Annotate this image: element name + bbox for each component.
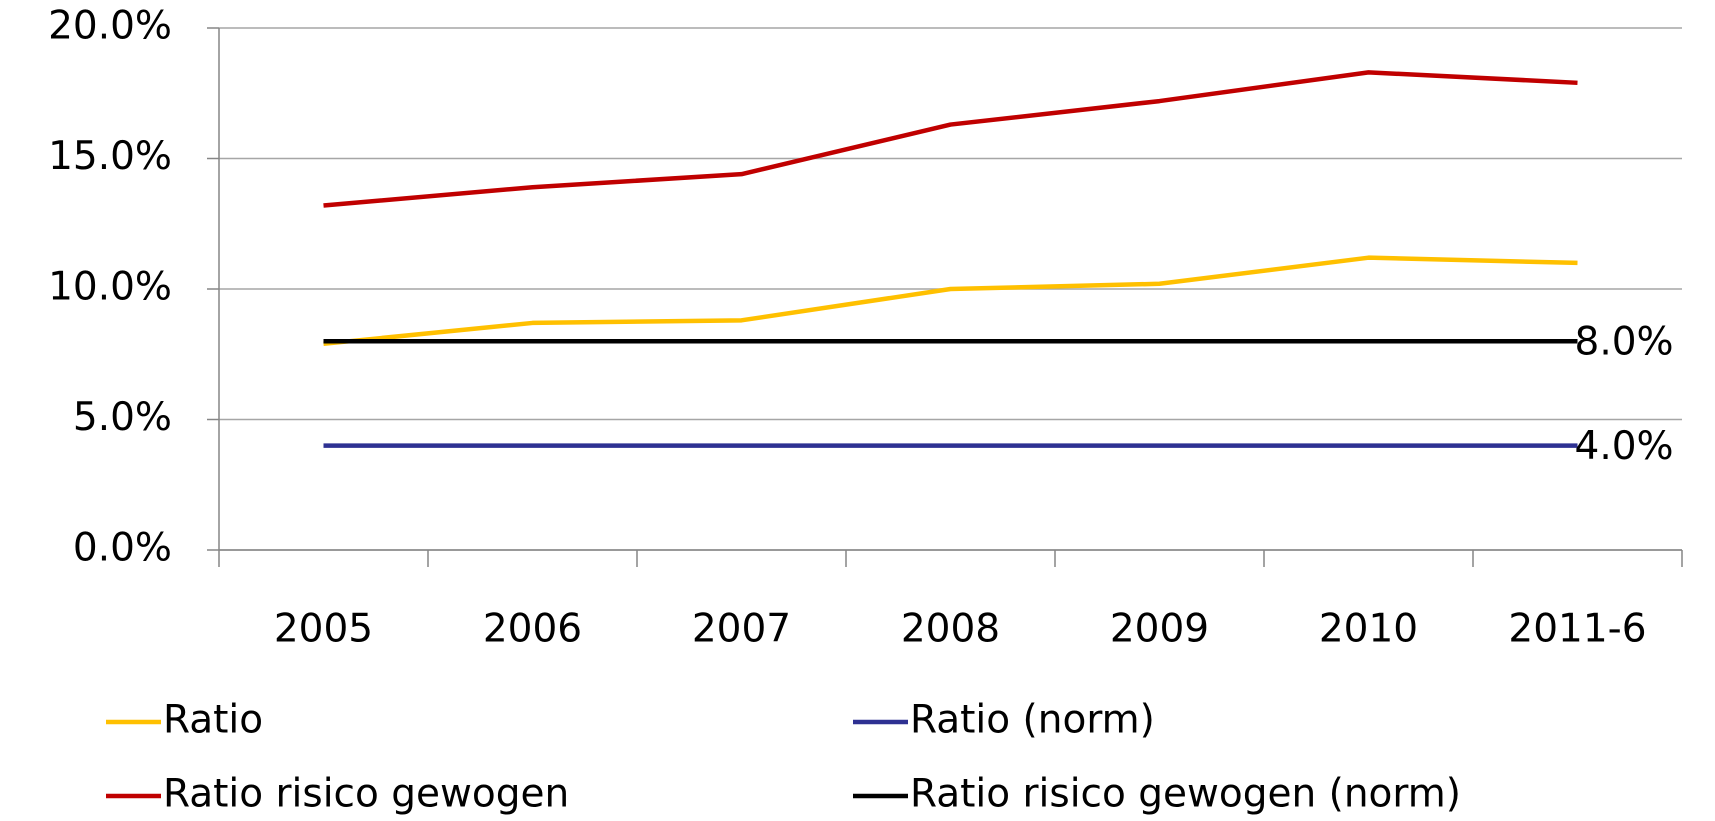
x-tick-label: 2011-6 bbox=[1508, 607, 1646, 652]
data-label: 8.0% bbox=[1575, 320, 1674, 365]
legend-label: Ratio (norm) bbox=[910, 698, 1155, 743]
x-tick-label: 2006 bbox=[483, 607, 582, 652]
y-tick-label: 15.0% bbox=[48, 134, 172, 179]
y-tick-label: 20.0% bbox=[48, 4, 172, 49]
y-tick-label: 0.0% bbox=[73, 526, 172, 571]
x-tick-label: 2007 bbox=[692, 607, 791, 652]
series-line bbox=[323, 70, 1578, 208]
y-tick-label: 5.0% bbox=[73, 395, 172, 440]
x-tick-label: 2008 bbox=[901, 607, 1000, 652]
data-label: 4.0% bbox=[1575, 424, 1674, 469]
x-tick-label: 2009 bbox=[1110, 607, 1209, 652]
legend-label: Ratio risico gewogen bbox=[163, 772, 569, 817]
y-tick-label: 10.0% bbox=[48, 265, 172, 310]
legend-label: Ratio bbox=[163, 698, 263, 743]
x-tick-label: 2005 bbox=[274, 607, 373, 652]
series-line bbox=[323, 255, 1578, 347]
x-tick-label: 2010 bbox=[1319, 607, 1418, 652]
legend-label: Ratio risico gewogen (norm) bbox=[910, 772, 1461, 817]
